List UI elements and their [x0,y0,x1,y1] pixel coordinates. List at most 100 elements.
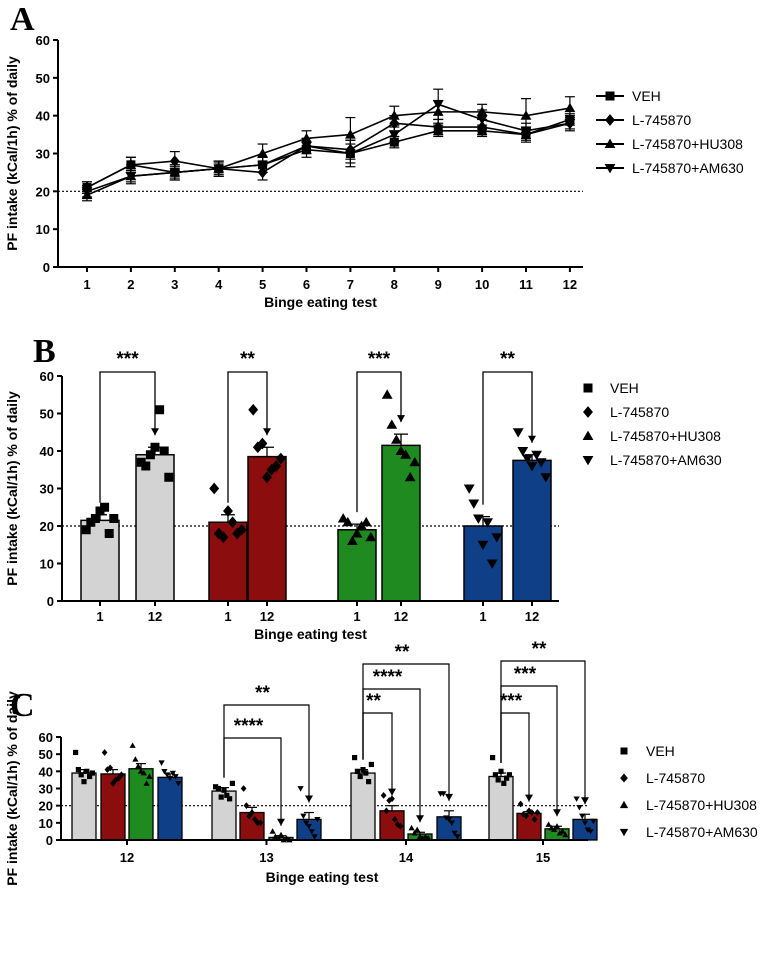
panel-a-x-axis-title: Binge eating test [264,294,377,310]
panel-c-point-l-745870-am630 [573,796,580,802]
panel-a-x-tick-label: 6 [303,277,310,292]
panel-c-point-l-745870 [251,816,258,823]
panel-c-chart: 0 10 20 30 40 50 60 PF intake (kCal/1h) % of da… [4,639,758,886]
panel-b-point-l-745870 [227,516,238,529]
panel-c-legend-label-l-745870-hu308: L-745870+HU308 [646,797,757,813]
panel-b-legend-label-l-745870-hu308: L-745870+HU308 [610,428,721,444]
panel-c-point-l-745870 [523,812,530,820]
panel-b-bar-l-745870-hu308 [381,444,421,602]
panel-c-point-l-745870-am630 [300,813,307,820]
panel-c-point-l-745870-am630 [451,830,458,837]
panel-c-legend-marker [620,773,628,783]
panel-c-point-veh [81,779,87,785]
panel-a-y-tick-label: 50 [36,71,50,86]
panel-c-point-l-745870-hu308 [556,830,563,836]
panel-a-y-tick-label: 0 [43,260,50,275]
panel-b-y-tick-label: 40 [40,444,54,459]
panel-b-point-l-745870 [262,471,272,484]
panel-c-label: C [10,687,35,724]
panel-c-point-l-745870-am630 [314,817,321,823]
panel-c-point-veh [360,767,366,773]
panel-c-significance-bracket [223,704,310,803]
panel-b-point-l-745870-am630 [473,514,484,524]
panel-a-x-tick-label: 9 [435,277,442,292]
panel-c-point-l-745870-hu308 [414,826,421,833]
panel-a-point-l-745870-am630 [213,164,225,175]
panel-b-point-l-745870 [236,523,247,536]
panel-a-x-tick-label: 1 [83,277,90,292]
panel-c-x-axis-title: Binge eating test [266,869,379,885]
panel-b-bar-l-745870-am630 [512,459,552,602]
panel-c-significance-arrowhead [388,788,396,796]
panel-c-point-l-745870 [380,791,387,799]
panel-c-point-l-745870-hu308 [140,769,147,776]
panel-b-point-l-745870-am630 [540,473,552,483]
panel-a-x-tick-label: 10 [475,277,489,292]
panel-c-significance-label: **** [373,667,403,688]
panel-b-significance-bracket [99,371,156,503]
panel-b-point-l-745870-am630 [468,499,480,509]
panel-a-point-l-745870-hu308 [520,110,532,120]
panel-c-point-l-745870-hu308 [411,830,418,836]
panel-b-point-veh [104,529,114,538]
panel-b-point-l-745870 [209,482,220,495]
panel-c-point-l-745870-hu308 [129,742,136,748]
panel-c-significance-label: **** [234,716,264,737]
panel-c-point-l-745870-am630 [440,791,447,797]
panel-c-point-veh [498,768,504,774]
panel-c-point-veh [227,796,233,802]
panel-c-point-l-745870 [389,795,395,803]
panel-a-legend-label-l-745870-am630: L-745870+AM630 [632,160,744,176]
panel-c-point-l-745870-am630 [172,774,179,780]
panel-c-x-tick-label: 13 [259,850,273,865]
panel-c-legend-marker [620,747,628,755]
panel-b-point-l-745870-am630 [491,533,503,543]
panel-c-point-l-745870-am630 [297,786,304,792]
panel-b-label: B [33,333,56,370]
panel-b-point-l-745870-hu308 [391,434,402,444]
panel-c-significance-arrowhead [525,794,533,802]
panel-a-x-tick-label: 5 [259,277,266,292]
panel-c-significance-label: ** [532,639,547,660]
panel-b-y-tick-label: 10 [40,557,54,572]
panel-b-point-l-745870-hu308 [365,531,377,542]
panel-b-point-l-745870-am630 [477,540,489,551]
panel-c-significance-arrowhead [416,815,424,823]
panel-b-legend-marker [583,383,593,393]
panel-c-significance-arrowhead [305,795,313,803]
panel-b-significance-label: *** [116,349,139,370]
panel-c-point-l-745870-am630 [454,834,461,840]
panel-a-chart: 0 10 20 30 40 50 60 PF intake (kCal/1h) % of da… [4,33,744,310]
panel-c-legend-label-veh: VEH [646,743,675,759]
panel-c-point-veh [89,770,95,776]
panel-c-point-l-745870 [383,807,390,815]
panel-b-point-l-745870 [223,505,233,517]
panel-b-point-l-745870-hu308 [351,528,363,538]
panel-c-point-l-745870 [249,809,255,816]
panel-c-point-l-745870-am630 [448,820,455,826]
panel-b-legend-label-veh: VEH [610,380,639,396]
panel-b-point-l-745870-hu308 [409,456,421,467]
panel-c-point-l-745870-am630 [579,813,586,820]
panel-b-x-tick-label: 12 [394,609,408,624]
panel-b-legend-marker [582,430,594,441]
panel-c-x-tick-label: 12 [120,850,134,865]
panel-c-y-tick-label: 50 [39,747,53,762]
panel-a-x-tick-label: 12 [563,277,577,292]
panel-b-point-veh [164,472,174,482]
panel-c-point-veh [501,780,507,786]
panel-c-point-l-745870-am630 [576,805,583,811]
panel-c-point-veh [357,773,363,780]
panel-b-y-tick-label: 0 [47,594,54,609]
panel-c-point-l-745870-hu308 [551,826,558,833]
panel-c-point-veh [495,777,501,783]
panel-b-y-tick-label: 30 [40,482,54,497]
panel-a-point-l-745870-am630 [476,115,488,125]
panel-a-series-line-l-745870 [86,122,571,189]
panel-b-point-l-745870-am630 [526,461,538,472]
panel-c-significance-label: ** [255,683,270,704]
panel-c-point-veh [504,775,510,781]
panel-c-significance-bracket [500,660,586,805]
panel-c-bar-l-745870 [516,812,542,841]
panel-c-point-l-745870 [101,749,108,756]
